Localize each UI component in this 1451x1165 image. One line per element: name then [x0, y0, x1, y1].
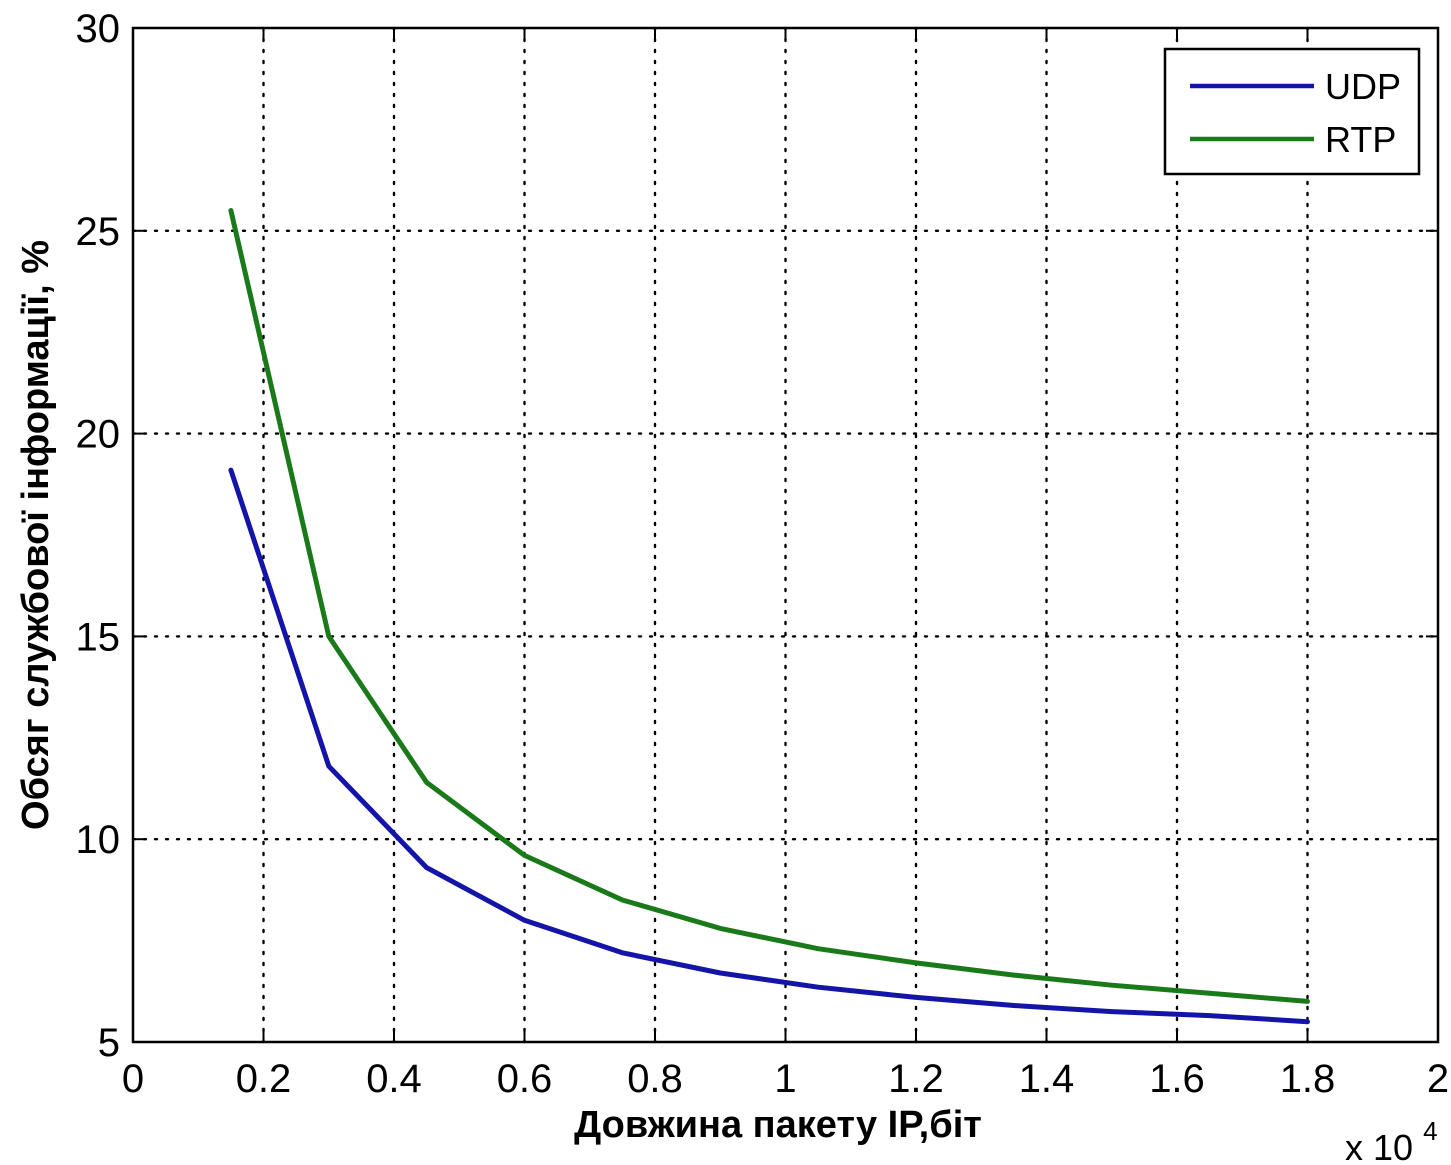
- multiplier-exponent: 4: [1423, 1116, 1437, 1146]
- x-tick-label: 0.6: [497, 1057, 553, 1101]
- x-tick-label: 0.2: [236, 1057, 292, 1101]
- x-tick-label: 1.4: [1019, 1057, 1075, 1101]
- y-tick-label: 10: [76, 818, 121, 862]
- series-line-rtp: [228, 208, 1310, 1004]
- x-tick-label: 0.8: [627, 1057, 683, 1101]
- x-tick-label: 0: [122, 1057, 144, 1101]
- grid: [131, 26, 1440, 1044]
- legend-label-rtp: RTP: [1325, 119, 1396, 160]
- x-tick-label: 1.2: [888, 1057, 944, 1101]
- series-lines: [228, 208, 1310, 1025]
- y-tick-label: 5: [98, 1021, 120, 1065]
- x-tick-label: 0.4: [366, 1057, 422, 1101]
- x-tick-label: 1.8: [1280, 1057, 1336, 1101]
- legend-box: [1163, 47, 1421, 176]
- x-tick-label: 1: [774, 1057, 796, 1101]
- y-tick-label: 30: [76, 7, 121, 51]
- x-tick-label: 2: [1427, 1057, 1449, 1101]
- y-axis-label: Обсяг службової інформації, %: [15, 240, 57, 830]
- legend-label-udp: UDP: [1325, 66, 1401, 107]
- series-line-udp: [228, 467, 1310, 1025]
- x-tick-label: 1.6: [1149, 1057, 1205, 1101]
- legend: UDP RTP: [1163, 47, 1421, 176]
- x-tick-labels: 0 0.2 0.4 0.6 0.8 1 1.2 1.4 1.6 1.8 2: [122, 1057, 1449, 1101]
- multiplier-base: x 10: [1345, 1127, 1413, 1165]
- y-tick-label: 15: [76, 615, 121, 659]
- x-axis-label: Довжина пакету IP,біт: [574, 1104, 982, 1146]
- axis-ticks: [132, 27, 1439, 1043]
- y-tick-label: 25: [76, 210, 121, 254]
- x-axis-multiplier: x 10 4: [1345, 1116, 1438, 1165]
- y-tick-labels: 5 10 15 20 25 30: [76, 7, 121, 1065]
- y-tick-label: 20: [76, 413, 121, 457]
